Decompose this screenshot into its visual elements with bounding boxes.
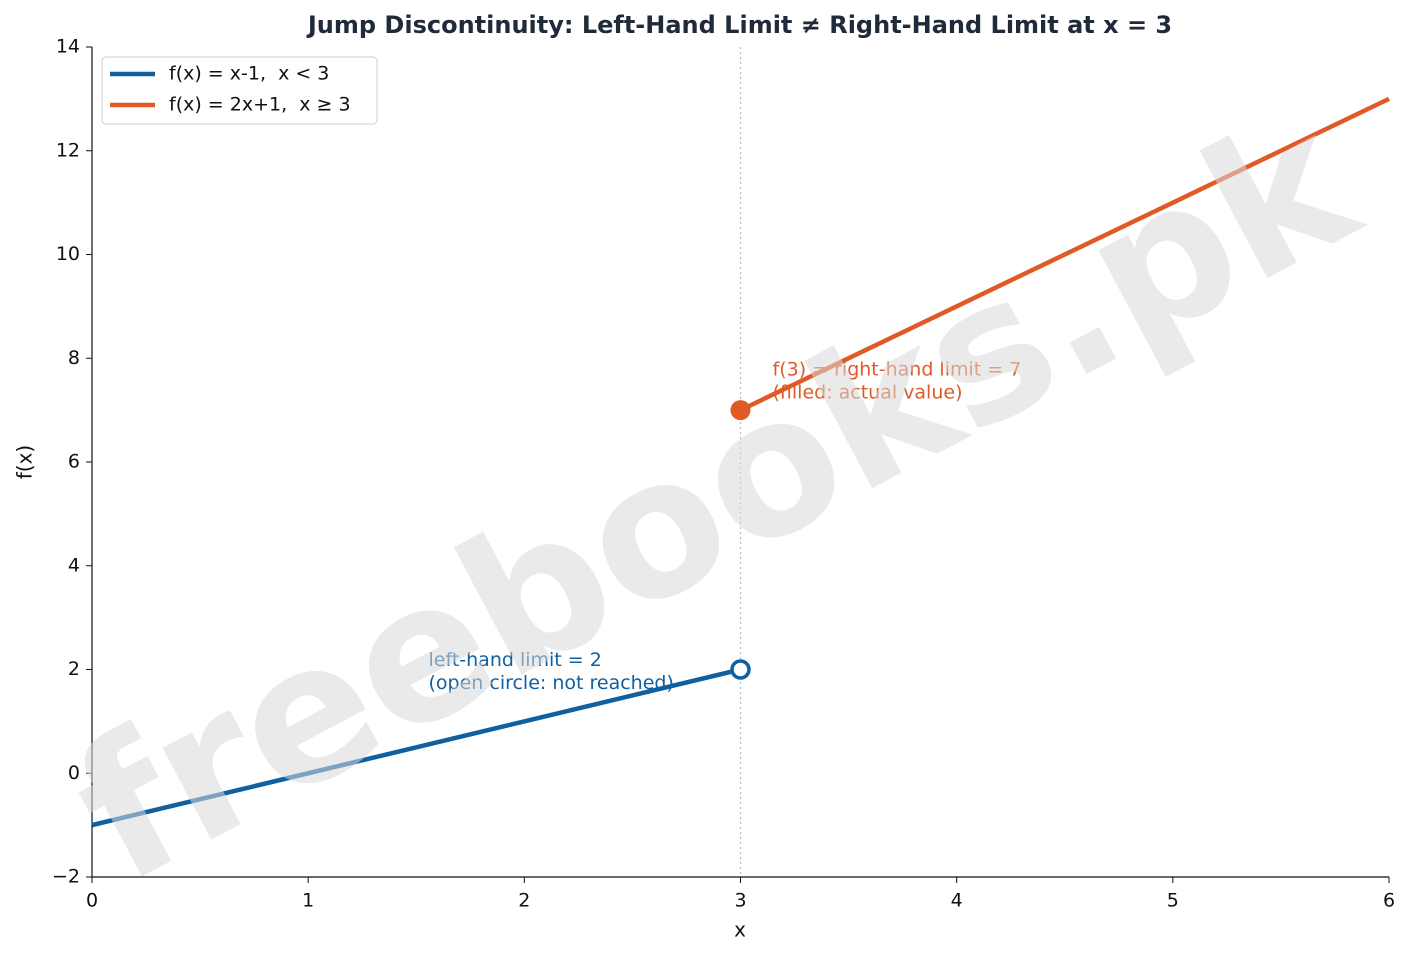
point-marker: [730, 400, 751, 421]
annotation: f(3) = right-hand limit = 7: [773, 359, 1022, 381]
y-tick-label: 6: [68, 451, 80, 473]
y-tick-label: 14: [56, 36, 80, 58]
x-tick-label: 3: [734, 890, 746, 912]
x-tick-label: 2: [518, 890, 530, 912]
y-tick-label: 8: [68, 347, 80, 369]
x-tick-label: 1: [302, 890, 314, 912]
legend: f(x) = x-1, x < 3 f(x) = 2x+1, x ≥ 3: [101, 56, 378, 125]
legend-label: f(x) = x-1, x < 3: [169, 63, 329, 85]
x-tick-label: 5: [1167, 890, 1179, 912]
x-tick-label: 4: [951, 890, 963, 912]
y-tick-label: 2: [68, 658, 80, 680]
annotation: (open circle: not reached): [429, 672, 674, 694]
legend-label: f(x) = 2x+1, x ≥ 3: [169, 94, 351, 116]
y-tick-label: 4: [68, 554, 80, 576]
series-line: [739, 96, 1390, 413]
y-tick-label: 0: [68, 762, 80, 784]
y-axis-label: f(x): [13, 445, 37, 479]
x-axis-label: x: [734, 918, 746, 942]
x-tick-label: 0: [86, 890, 98, 912]
series-line: [91, 667, 742, 828]
legend-box: [101, 56, 378, 125]
annotation: (filled: actual value): [773, 382, 963, 404]
annotation: left-hand limit = 2: [429, 649, 602, 671]
y-tick-label: −2: [52, 866, 80, 888]
y-tick-label: 10: [56, 243, 80, 265]
y-tick-label: 12: [56, 139, 80, 161]
chart-title: Jump Discontinuity: Left-Hand Limit ≠ Ri…: [306, 11, 1172, 39]
x-tick-label: 6: [1383, 890, 1395, 912]
point-marker: [730, 659, 751, 680]
watermark: freebooks.pk: [42, 69, 1390, 926]
